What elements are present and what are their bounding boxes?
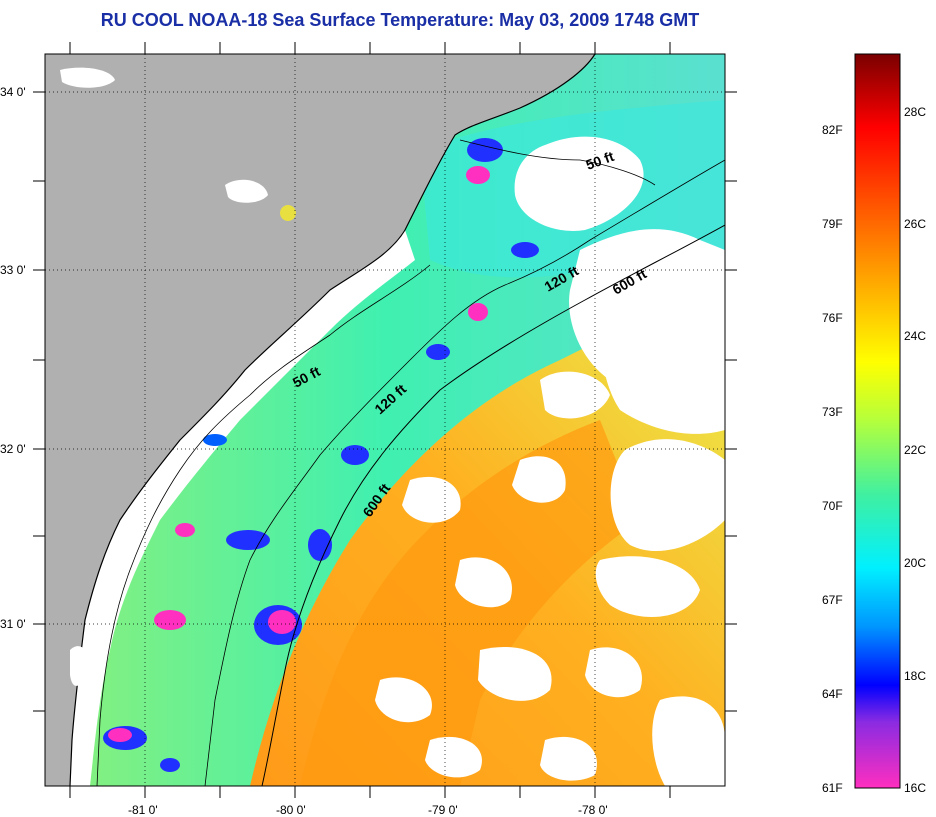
lat-label-33: 33 0' [0,263,26,277]
lon-label-80: -80 0' [276,803,306,817]
lon-label-78: -78 0' [578,803,608,817]
cloud-areas [60,67,725,786]
lon-label-81: -81 0' [128,803,158,817]
contour-50ft-line-south [96,264,431,786]
lat-label-34: 34 0' [0,85,26,99]
coastline [69,54,596,786]
coastal-cloud-strip [70,230,415,786]
map-title: RU COOL NOAA-18 Sea Surface Temperature:… [100,10,700,30]
tick-marks [33,42,737,798]
contour-50ft-line [459,139,656,186]
contour-600ft-line [261,224,725,786]
lon-label-79: -79 0' [428,803,458,817]
graticule [45,54,725,786]
contour-120ft-line [204,159,725,786]
lat-label-31: 31 0' [0,617,26,631]
lat-label-32: 32 0' [0,442,26,456]
land-area [45,54,595,786]
island-patch [280,205,296,221]
map-frame [44,53,726,787]
